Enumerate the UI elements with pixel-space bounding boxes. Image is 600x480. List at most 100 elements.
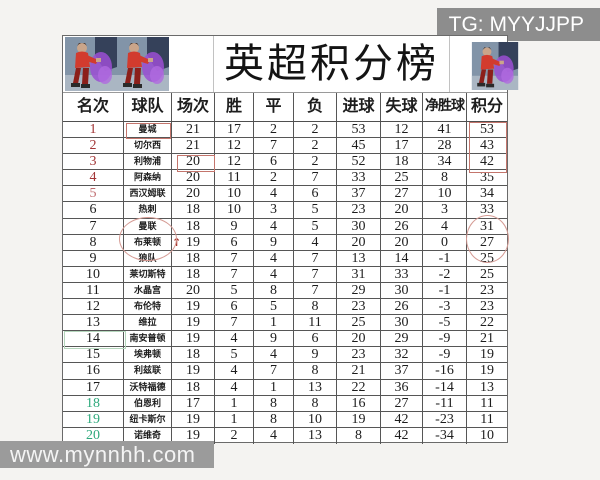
cell-loss: 4 xyxy=(294,234,337,250)
cell-draw: 4 xyxy=(254,347,294,363)
cell-gd: 28 xyxy=(423,138,467,154)
cell-win: 4 xyxy=(215,331,254,347)
cell-rank: 9 xyxy=(63,250,124,266)
cell-played: 18 xyxy=(172,266,215,282)
cell-rank: 7 xyxy=(63,218,124,234)
header-loss: 负 xyxy=(294,93,337,121)
cell-gd: -34 xyxy=(423,427,467,444)
cell-rank: 6 xyxy=(63,202,124,218)
cell-win: 5 xyxy=(215,347,254,363)
cell-loss: 6 xyxy=(294,186,337,202)
cell-played: 18 xyxy=(172,218,215,234)
cell-played: 20 xyxy=(172,282,215,299)
cell-team: 狼队 xyxy=(124,250,172,266)
table-header-row: 名次 球队 场次 胜 平 负 进球 失球 净胜球 积分 xyxy=(63,93,507,122)
cell-gd: 3 xyxy=(423,202,467,218)
cell-win: 4 xyxy=(215,363,254,379)
cell-team: 南安普顿 xyxy=(124,331,172,347)
cell-draw: 1 xyxy=(254,315,294,331)
cell-pts: 11 xyxy=(480,395,494,411)
cell-pts: 27 xyxy=(480,234,494,250)
cell-draw: 7 xyxy=(254,363,294,379)
cell-gf: 29 xyxy=(337,282,381,299)
cell-win: 1 xyxy=(215,395,254,411)
cell-gd: -3 xyxy=(423,299,467,315)
cell-team: 莱切斯特 xyxy=(124,266,172,282)
cell-gd: -5 xyxy=(423,315,467,331)
standings-body: 1 曼城 21 17 2 2 53 12 41 53 2 切尔西 21 12 7 2 45 17 28 43 3 利物浦 2… xyxy=(63,122,507,444)
player-image-icon xyxy=(117,37,169,91)
cell-pts: 22 xyxy=(480,315,494,331)
cell-win: 7 xyxy=(215,250,254,266)
cell-rank: 1 xyxy=(63,122,124,138)
cell-win: 11 xyxy=(215,170,254,186)
cell-gf: 31 xyxy=(337,266,381,282)
cell-ga: 26 xyxy=(381,299,423,315)
cell-gf: 23 xyxy=(337,202,381,218)
table-row: 14 南安普顿 19 4 9 6 20 29 -9 21 xyxy=(63,331,507,348)
table-row: 5 西汉姆联 20 10 4 6 37 27 10 34 xyxy=(63,186,507,203)
cell-draw: 1 xyxy=(254,379,294,395)
cell-pts: 31 xyxy=(480,218,494,234)
title-left-cell xyxy=(63,36,214,92)
cell-gf: 13 xyxy=(337,250,381,266)
cell-loss: 8 xyxy=(294,363,337,379)
site-watermark: www.mynnhh.com xyxy=(0,441,214,468)
cell-team: 纽卡斯尔 xyxy=(124,411,172,427)
cell-gd: -23 xyxy=(423,411,467,427)
cell-pts: 11 xyxy=(480,411,494,427)
cell-pts: 21 xyxy=(480,331,494,347)
up-arrow-icon: ↑ xyxy=(172,235,182,249)
cell-gf: 33 xyxy=(337,170,381,186)
cell-gf: 53 xyxy=(337,122,381,138)
cell-played: 20 xyxy=(172,154,215,170)
table-row: 17 沃特福德 18 4 1 13 22 36 -14 13 xyxy=(63,379,507,396)
cell-loss: 7 xyxy=(294,170,337,186)
cell-rank: 11 xyxy=(63,282,124,299)
cell-draw: 3 xyxy=(254,202,294,218)
cell-team: 热刺 xyxy=(124,202,172,218)
cell-draw: 2 xyxy=(254,122,294,138)
cell-rank: 2 xyxy=(63,138,124,154)
cell-team: 水晶宫 xyxy=(124,282,172,299)
cell-gd: -1 xyxy=(423,250,467,266)
cell-loss: 7 xyxy=(294,250,337,266)
cell-gf: 8 xyxy=(337,427,381,444)
cell-rank: 8 xyxy=(63,234,124,250)
cell-pts: 34 xyxy=(480,186,494,202)
cell-pts: 23 xyxy=(480,282,494,298)
cell-team: 曼城 xyxy=(124,122,172,138)
header-rank: 名次 xyxy=(63,93,124,121)
cell-team: 利物浦 xyxy=(124,154,172,170)
cell-team: 切尔西 xyxy=(124,138,172,154)
cell-gd: -16 xyxy=(423,363,467,379)
cell-draw: 4 xyxy=(254,218,294,234)
header-points: 积分 xyxy=(470,98,503,115)
cell-ga: 42 xyxy=(381,427,423,444)
cell-played: 18 xyxy=(172,379,215,395)
cell-pts: 33 xyxy=(480,202,494,218)
cell-played: 19 xyxy=(172,234,215,250)
cell-played: 18 xyxy=(172,347,215,363)
header-goal-diff: 净胜球 xyxy=(423,93,467,121)
cell-team: 沃特福德 xyxy=(124,379,172,395)
cell-rank: 10 xyxy=(63,266,124,282)
cell-pts: 53 xyxy=(480,122,494,137)
cell-win: 6 xyxy=(215,299,254,315)
cell-draw: 9 xyxy=(254,234,294,250)
cell-played: 19 xyxy=(172,331,215,347)
cell-played: 21 xyxy=(172,138,215,154)
cell-win: 17 xyxy=(215,122,254,138)
cell-win: 4 xyxy=(215,379,254,395)
cell-ga: 29 xyxy=(381,331,423,347)
cell-played: 19 xyxy=(172,427,215,444)
cell-win: 1 xyxy=(215,411,254,427)
cell-gf: 45 xyxy=(337,138,381,154)
cell-draw: 2 xyxy=(254,170,294,186)
cell-gf: 52 xyxy=(337,154,381,170)
cell-win: 2 xyxy=(215,427,254,444)
cell-loss: 13 xyxy=(294,427,337,444)
cell-gf: 23 xyxy=(337,299,381,315)
cell-loss: 5 xyxy=(294,218,337,234)
cell-gd: -9 xyxy=(423,347,467,363)
